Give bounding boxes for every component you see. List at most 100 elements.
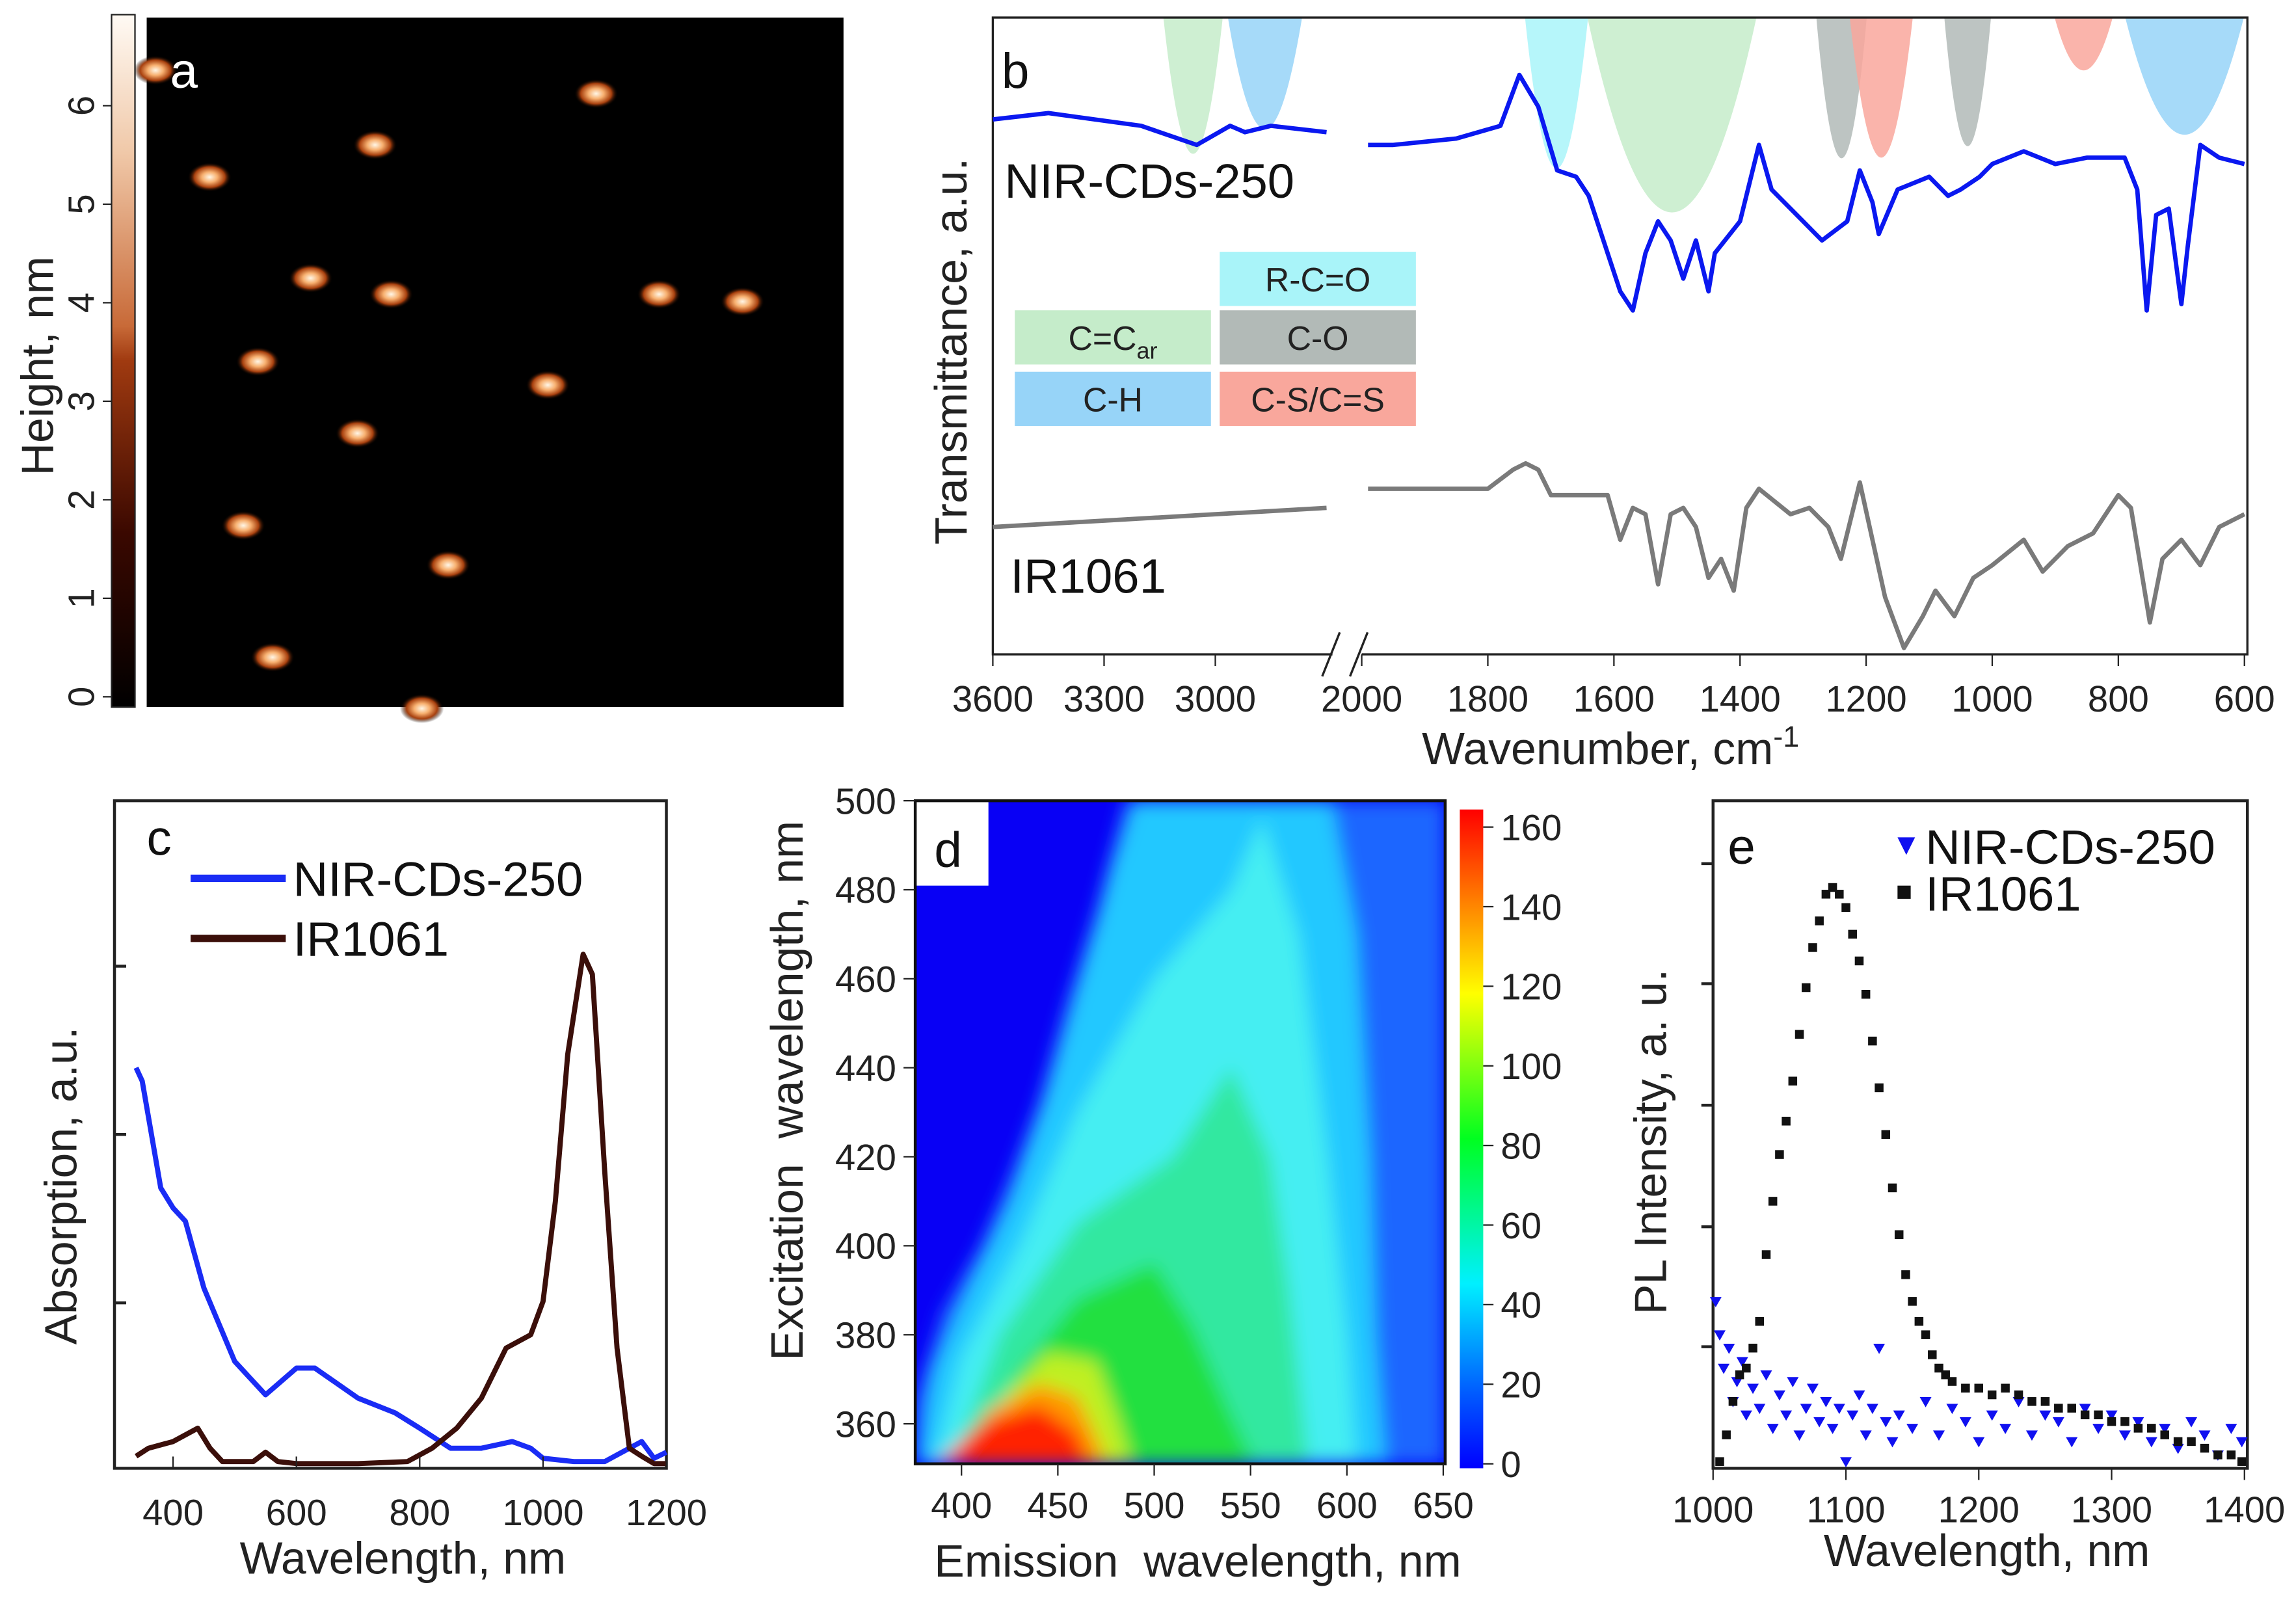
band-cscs: [2054, 18, 2113, 71]
data-point: [1974, 1383, 1984, 1393]
data-point: [2105, 1410, 2118, 1421]
data-point: [1793, 1430, 1806, 1441]
tick-label: 1400: [2204, 1489, 2285, 1530]
data-point: [1808, 943, 1817, 952]
panel-e-label: e: [1728, 820, 1755, 875]
axis-break-gap: [1332, 644, 1362, 665]
legend-label: NIR-CDs-250: [1925, 820, 2215, 874]
tick-label: 1: [61, 588, 102, 608]
afm-particles: [133, 55, 765, 723]
panel-a: a 0 1 2 3 4 5 6 Height, nm: [12, 14, 844, 723]
data-point: [1820, 1397, 1832, 1407]
data-point: [1894, 1230, 1904, 1239]
colorbar: [1460, 809, 1484, 1469]
data-point: [2066, 1437, 2078, 1448]
band-rco: [1525, 18, 1588, 169]
data-point: [2001, 1383, 2010, 1393]
data-point: [1888, 1183, 1897, 1193]
data-point: [2092, 1424, 2105, 1434]
colorbar-tick-label: 20: [1501, 1365, 1542, 1406]
data-point: [1901, 1270, 1910, 1279]
tick-label: 1200: [1826, 678, 1907, 719]
afm-particle: [353, 130, 397, 160]
data-point: [1715, 1457, 1724, 1466]
band-legend-swatch: [1015, 371, 1211, 426]
data-point: [1835, 890, 1844, 899]
band-legend-label: R-C=O: [1265, 261, 1370, 299]
data-point: [1767, 1424, 1779, 1434]
afm-particle: [133, 55, 178, 85]
panel-b-label: b: [1002, 44, 1030, 99]
data-point: [1886, 1437, 1899, 1448]
data-point: [2120, 1417, 2129, 1426]
afm-particle: [637, 279, 682, 309]
tick-label: 3300: [1063, 678, 1145, 719]
data-point: [1722, 1430, 1731, 1439]
afm-particle: [526, 370, 570, 400]
y-axis-label: Absorption, a.u.: [35, 1027, 86, 1345]
data-point: [1731, 1377, 1743, 1388]
data-point: [1755, 1316, 1765, 1326]
heatmap: [915, 801, 1445, 1464]
tick-label: 600: [2214, 678, 2275, 719]
colorbar-tick-label: 160: [1501, 807, 1562, 848]
tick-label: 360: [835, 1404, 896, 1445]
tick-label: 420: [835, 1137, 896, 1178]
panel-c-label: c: [147, 810, 172, 866]
tick-label: 1600: [1573, 678, 1655, 719]
data-point: [1921, 1330, 1930, 1339]
series-nir-cds-250: [1709, 1297, 2248, 1468]
tick-label: 0: [61, 687, 102, 707]
data-point: [1840, 1457, 1852, 1468]
band-legend-swatch: [1220, 252, 1416, 306]
series-ir1061-left: [993, 505, 1327, 529]
afm-particle: [574, 79, 619, 109]
tick-label: 3000: [1175, 678, 1256, 719]
data-point: [1736, 1357, 1748, 1368]
series-ir1061: [1715, 883, 2247, 1466]
data-point: [2080, 1410, 2090, 1420]
data-point: [1782, 1117, 1791, 1126]
afm-particle: [288, 263, 333, 293]
data-point: [1880, 1417, 1892, 1428]
series-nir-cds-250: [133, 1066, 668, 1465]
tick-label: 5: [61, 194, 102, 214]
data-point: [1760, 1370, 1772, 1381]
band-legend-swatch: [1220, 371, 1416, 426]
data-point: [1800, 1404, 1812, 1415]
data-point: [1932, 1430, 1945, 1441]
band-ch: [2125, 18, 2244, 135]
data-point: [2107, 1417, 2116, 1426]
data-point: [1848, 929, 1857, 939]
tick-label: 600: [266, 1492, 327, 1533]
y-axis-label: Transmittance, a.u.: [926, 158, 976, 545]
tick-label: 400: [142, 1492, 204, 1533]
data-point: [1961, 1383, 1970, 1393]
data-point: [1947, 1377, 1957, 1386]
axis-break-mark: [1321, 632, 1341, 677]
data-point: [2226, 1450, 2236, 1460]
tick-label: 1200: [1938, 1489, 2020, 1530]
data-point: [1780, 1410, 1793, 1421]
tick-label: 1100: [1807, 1489, 1886, 1530]
data-point: [1847, 1410, 1859, 1421]
data-point: [2133, 1424, 2143, 1433]
data-point: [1987, 1390, 1997, 1400]
tick-label: 1200: [626, 1492, 707, 1533]
plot-frame: [991, 16, 2249, 656]
data-point: [1875, 1083, 1884, 1093]
data-point: [1728, 1397, 1738, 1406]
data-point: [1815, 916, 1824, 926]
data-point: [2027, 1397, 2036, 1406]
data-point: [1860, 1430, 1872, 1441]
data-point: [1881, 1130, 1891, 1140]
data-point: [1986, 1410, 1998, 1421]
data-point: [2173, 1437, 2183, 1447]
data-point: [2159, 1424, 2171, 1434]
data-point: [1853, 1390, 1865, 1401]
panel-d-label-box: [915, 801, 989, 886]
afm-particle: [250, 643, 295, 673]
data-point: [1742, 1363, 1751, 1373]
